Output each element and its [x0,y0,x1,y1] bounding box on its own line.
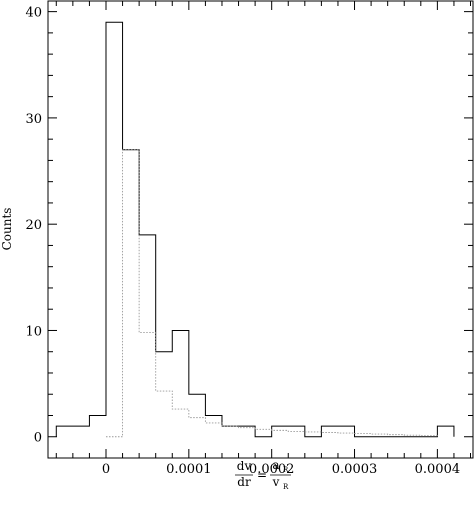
x-label-lhs-numerator: dv [237,459,252,473]
y-tick-label: 0 [34,431,42,446]
y-axis-label: Counts [0,208,14,251]
x-tick-label: 0.0004 [415,462,461,477]
x-label-lhs-denominator: dr [237,475,251,489]
x-label-rhs-denominator-subscript: R [283,483,289,491]
y-tick-label: 20 [25,218,42,233]
y-tick-label: 30 [25,112,42,127]
x-label-rhs-numerator-subscript: R [283,466,289,474]
y-tick-label: 40 [25,6,42,21]
x-label-rhs-denominator: v [272,475,280,489]
x-tick-label: 0.0003 [332,462,378,477]
histogram-series [55,21,455,438]
x-tick-label: 0.0001 [166,462,212,477]
y-tick-label: 10 [25,324,42,339]
x-axis-label: dv dr = a R v R [235,458,291,491]
tick-labels: 0 0.0001 0.0002 0.0003 0.0004 0 10 20 30 40 [25,6,460,477]
histogram-series-dotted [105,149,438,438]
x-label-rhs-numerator: a [272,458,279,472]
x-tick-label: 0.0002 [249,462,295,477]
histogram-series-solid [55,21,455,438]
axis-ticks [48,1,473,459]
x-label-equals: = [257,468,267,482]
x-tick-label: 0 [102,462,110,477]
plot-frame [47,0,474,459]
